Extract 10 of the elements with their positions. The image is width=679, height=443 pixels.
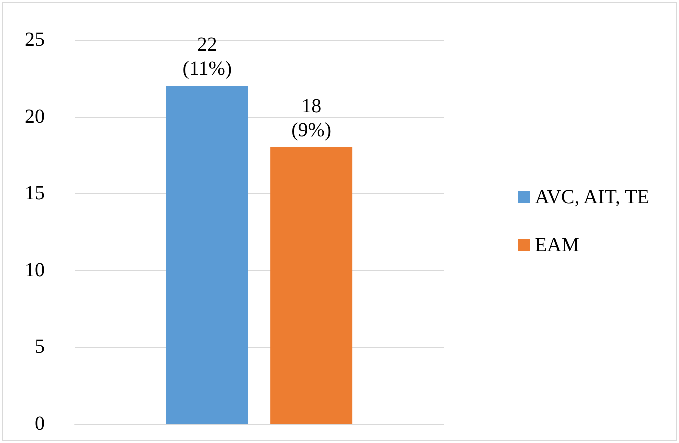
data-label: 18 (9%) xyxy=(292,96,332,142)
legend-label: EAM xyxy=(535,234,580,256)
y-tick-label: 10 xyxy=(25,259,45,282)
y-tick-label: 5 xyxy=(35,336,45,358)
y-tick-label: 25 xyxy=(25,29,45,51)
y-tick-label: 0 xyxy=(35,413,45,435)
legend-label: AVC, AIT, TE xyxy=(535,186,650,208)
y-tick-label: 15 xyxy=(25,182,45,205)
data-label: 22 (11%) xyxy=(182,34,232,80)
y-tick-label: 20 xyxy=(25,106,45,128)
